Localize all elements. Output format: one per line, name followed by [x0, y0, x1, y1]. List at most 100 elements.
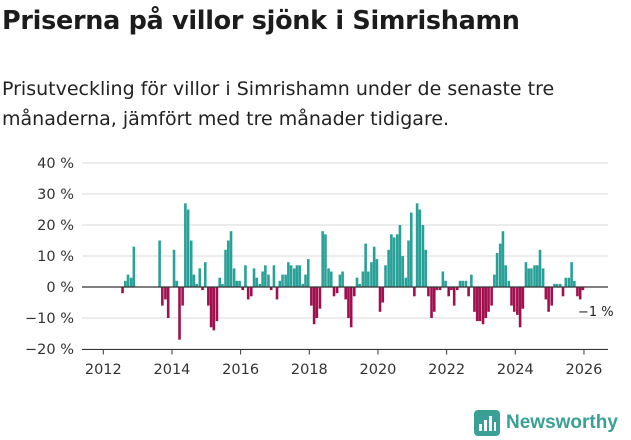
bar — [475, 287, 479, 322]
bar — [487, 287, 490, 312]
y-tick-label: 30 % — [37, 187, 74, 203]
bar — [452, 287, 456, 306]
bar — [544, 287, 548, 300]
x-tick-label: 2016 — [222, 362, 259, 378]
bar — [444, 280, 447, 287]
bar — [226, 240, 230, 287]
bar — [161, 287, 164, 306]
brand-name: Newsworthy — [506, 412, 618, 433]
bar — [430, 287, 433, 318]
bar — [278, 280, 282, 287]
bar — [287, 262, 290, 287]
newsworthy-logo: Newsworthy — [474, 408, 618, 438]
bar — [387, 249, 390, 287]
bar — [192, 274, 196, 287]
bar — [126, 274, 130, 287]
bar — [246, 287, 250, 300]
bar — [407, 240, 410, 287]
bar — [123, 280, 127, 287]
bar — [275, 287, 279, 300]
bar — [401, 256, 404, 287]
bar — [175, 280, 179, 287]
bar — [415, 203, 419, 287]
bar — [504, 265, 507, 287]
bar — [581, 287, 585, 291]
bar — [186, 209, 190, 287]
bar — [521, 287, 525, 309]
x-tick-label: 2018 — [291, 362, 328, 378]
bar — [184, 203, 187, 287]
bar — [224, 249, 227, 287]
bar — [553, 283, 556, 287]
bar — [518, 287, 522, 328]
bar — [229, 231, 233, 287]
bar — [272, 265, 276, 287]
bar — [301, 283, 305, 287]
bar — [269, 287, 273, 291]
bar — [516, 287, 519, 315]
bar — [395, 234, 399, 287]
bar — [473, 287, 476, 312]
bar — [267, 274, 270, 287]
x-tick-label: 2026 — [566, 362, 603, 378]
bar — [438, 287, 442, 291]
bar — [570, 262, 573, 287]
bar — [398, 225, 402, 287]
bar — [235, 280, 239, 287]
bar — [533, 265, 536, 287]
bar — [541, 268, 545, 287]
bar — [441, 271, 445, 287]
bar — [310, 287, 313, 306]
bar — [510, 287, 513, 306]
bar — [232, 268, 236, 287]
x-tick-label: 2022 — [428, 362, 465, 378]
y-tick-label: 20 % — [37, 218, 74, 234]
bar — [358, 283, 362, 287]
y-tick-label: 0 % — [46, 280, 74, 296]
bar — [470, 274, 473, 287]
bar — [530, 268, 533, 287]
bar — [258, 283, 262, 287]
bar — [198, 268, 202, 287]
bar — [550, 287, 553, 306]
bar — [524, 262, 528, 287]
bar — [424, 249, 427, 287]
bar — [203, 262, 207, 287]
bar — [255, 277, 259, 287]
bar — [384, 265, 387, 287]
x-tick-label: 2012 — [85, 362, 122, 378]
bar — [209, 287, 213, 328]
bar — [207, 287, 210, 306]
bar — [347, 287, 350, 318]
bar-chart: 40 %30 %20 %10 %0 %−10 %−20 % 2012 2014 20… — [25, 156, 614, 378]
bar — [367, 271, 370, 287]
bar — [421, 225, 425, 287]
bar — [555, 283, 559, 287]
bar-chart-logo-icon — [474, 410, 500, 436]
bar — [341, 271, 344, 287]
y-tick-label: −20 % — [25, 342, 74, 358]
bar — [458, 280, 462, 287]
bar — [244, 265, 247, 287]
bar — [295, 265, 299, 287]
bar — [264, 265, 267, 287]
bar — [355, 277, 359, 287]
bar — [252, 268, 256, 287]
bar — [413, 287, 416, 297]
bar — [361, 271, 365, 287]
x-tick-label: 2024 — [497, 362, 534, 378]
x-tick-label: 2020 — [360, 362, 397, 378]
bar — [381, 287, 385, 303]
bar — [238, 280, 241, 287]
y-tick-label: 40 % — [37, 156, 74, 172]
bar — [338, 274, 342, 287]
bar — [158, 240, 161, 287]
bar — [467, 287, 470, 297]
bar — [547, 287, 550, 312]
bar — [535, 265, 539, 287]
bar — [464, 280, 468, 287]
bar — [306, 259, 310, 287]
bar — [189, 240, 193, 287]
bar — [181, 287, 184, 306]
y-tick-label: −10 % — [25, 311, 74, 327]
